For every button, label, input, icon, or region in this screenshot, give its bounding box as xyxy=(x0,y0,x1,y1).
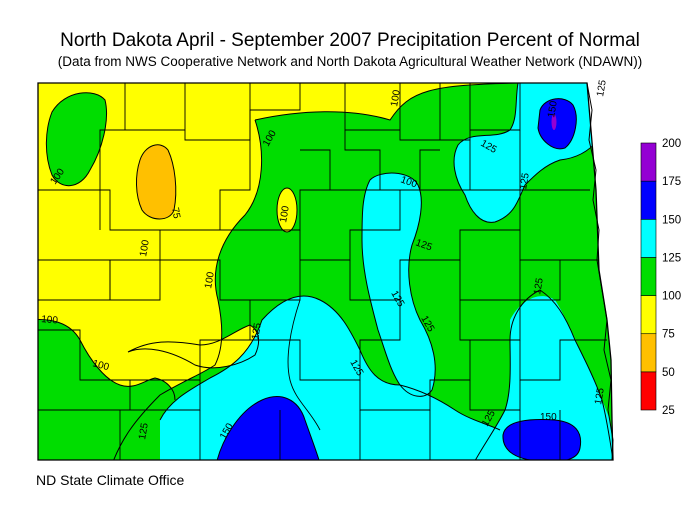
region-high-southeast xyxy=(502,419,581,460)
contour-value-label: 100 xyxy=(41,314,59,326)
legend-label: 75 xyxy=(662,329,675,341)
region-above-normal-southeast xyxy=(470,296,613,460)
contour-value-label: 75 xyxy=(169,207,182,220)
region-low-westcentral xyxy=(136,144,176,219)
contour-value-label: 125 xyxy=(518,172,532,191)
contour-value-label: 125 xyxy=(137,422,151,441)
legend-swatch xyxy=(640,371,657,411)
red-river-border xyxy=(586,82,614,461)
legend-swatch xyxy=(640,180,657,220)
contour-lines xyxy=(38,83,613,460)
legend-label: 125 xyxy=(662,252,681,264)
contour-value-label: 100 xyxy=(389,89,403,108)
contour-value-label: 125 xyxy=(250,322,264,341)
legend-label: 50 xyxy=(662,367,675,379)
contour-value-label: 125 xyxy=(595,79,609,98)
contour-value-label: 125 xyxy=(593,387,607,406)
credit-text: ND State Climate Office xyxy=(36,472,185,488)
region-very-high-northeast xyxy=(551,114,557,130)
region-below-normal-spot-a xyxy=(277,188,297,232)
legend-label: 200 xyxy=(662,138,681,150)
region-normal-northwest xyxy=(46,92,107,186)
legend-swatch xyxy=(640,218,657,258)
region-above-normal-central xyxy=(362,173,436,397)
legend-swatch xyxy=(640,295,657,335)
legend-label: 25 xyxy=(662,405,675,417)
region-high-northeast xyxy=(538,98,577,149)
contour-value-label: 100 xyxy=(91,358,110,373)
region-below-normal-south xyxy=(128,325,259,368)
contour-value-label: 150 xyxy=(540,412,557,423)
map-title: North Dakota April - September 2007 Prec… xyxy=(60,30,640,51)
county-boundaries xyxy=(38,83,607,460)
contour-value-label: 100 xyxy=(278,205,292,224)
contour-value-label: 150 xyxy=(546,100,560,119)
legend-label: 175 xyxy=(662,176,681,188)
region-normal-southwest xyxy=(38,319,175,460)
contour-value-label: 100 xyxy=(203,271,217,290)
legend-swatch xyxy=(640,257,657,296)
legend-swatch xyxy=(640,142,657,182)
contour-value-label: 100 xyxy=(138,239,152,258)
legend-label: 150 xyxy=(662,214,681,226)
legend-swatch xyxy=(640,333,657,373)
legend-label: 100 xyxy=(662,291,681,303)
region-high-southcentral xyxy=(215,396,322,460)
map-subtitle: (Data from NWS Cooperative Network and N… xyxy=(57,54,643,69)
contour-value-label: 125 xyxy=(532,277,546,296)
